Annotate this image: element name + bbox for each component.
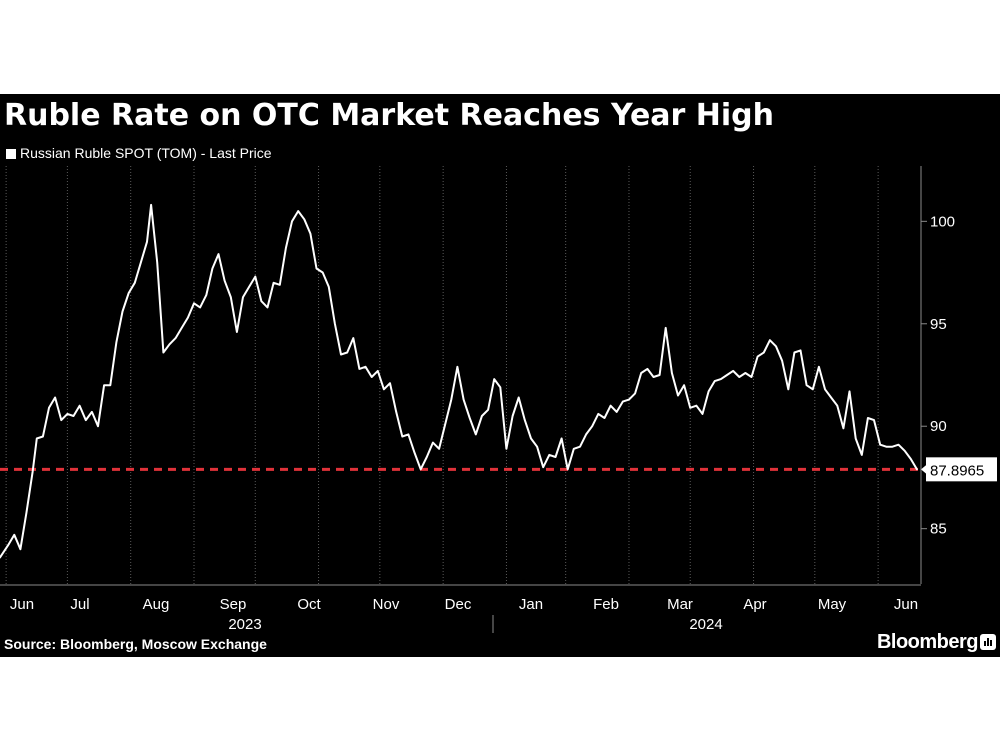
x-tick-label-5: Nov (373, 596, 400, 613)
x-tick-label-12: Jun (894, 596, 918, 613)
x-tick-label-9: Mar (667, 596, 693, 613)
x-tick-label-4: Oct (297, 596, 321, 613)
x-year-label-0: 2023 (228, 616, 261, 633)
axes: Jun Jul Aug Sep Oct Nov Dec Jan Feb Mar Apr May Jun 2… (0, 166, 955, 633)
vertical-gridlines (5, 166, 879, 584)
legend: Russian Ruble SPOT (TOM) - Last Price (6, 144, 272, 162)
reference-line-group: 87.8965 (0, 457, 997, 482)
x-tick-label-11: May (818, 596, 847, 613)
legend-label: Russian Ruble SPOT (TOM) - Last Price (20, 145, 272, 161)
brand-name: Bloomberg (876, 631, 979, 653)
y-tick-label-3: 100 (930, 213, 955, 230)
reference-value-box (926, 457, 997, 482)
x-tick-label-3: Sep (220, 596, 247, 613)
x-tick-label-10: Apr (743, 596, 766, 613)
x-tick-label-2: Aug (143, 596, 170, 613)
bloomberg-chart-icon (980, 634, 996, 650)
y-tick-label-0: 85 (930, 521, 947, 538)
x-tick-label-8: Feb (593, 596, 619, 613)
x-tick-label-6: Dec (445, 596, 472, 613)
x-year-label-1: 2024 (689, 616, 722, 633)
reference-value-pointer (921, 464, 927, 475)
y-tick-label-1: 90 (930, 418, 947, 435)
source-note: Source: Bloomberg, Moscow Exchange (4, 636, 267, 652)
brand-logo: Bloomberg (877, 630, 996, 654)
x-tick-label-1: Jul (70, 596, 89, 613)
x-tick-label-0: Jun (10, 596, 34, 613)
line-chart: 87.8965 Jun Jul Aug Sep Oct Nov Dec Jan Feb Mar Ap… (0, 166, 997, 633)
series-group (0, 203, 918, 559)
chart-panel: 87.8965 Jun Jul Aug Sep Oct Nov Dec Jan Feb Mar Ap… (0, 94, 1000, 657)
y-tick-label-2: 95 (930, 316, 947, 333)
chart-title: Ruble Rate on OTC Market Reaches Year Hi… (4, 98, 774, 133)
legend-swatch (6, 149, 16, 159)
series-line-0 (0, 203, 918, 559)
reference-value-label: 87.8965 (930, 462, 984, 479)
x-tick-label-7: Jan (519, 596, 543, 613)
